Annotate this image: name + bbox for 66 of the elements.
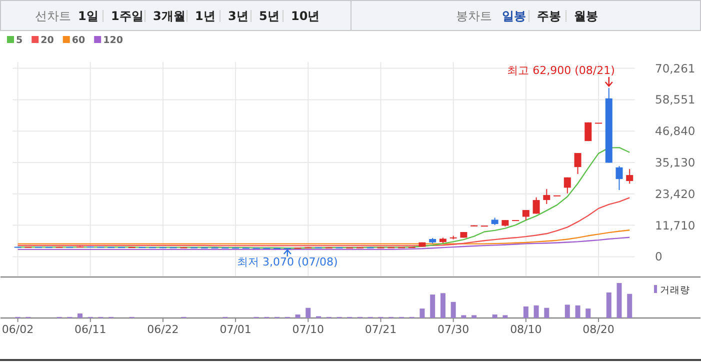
candlestick	[532, 196, 540, 214]
bar	[306, 308, 311, 318]
x-tick-label: 07/21	[364, 323, 397, 336]
annotation: 최저 3,070 (07/08)	[237, 255, 338, 268]
x-tick-label: 07/30	[437, 323, 470, 336]
candlestick	[574, 152, 582, 175]
bar	[440, 293, 446, 318]
bar	[295, 314, 300, 318]
text: 3년	[228, 9, 248, 23]
x-tick-label: 07/10	[292, 323, 324, 336]
x-tick-label: 06/02	[2, 323, 34, 336]
text: 3개월	[153, 9, 186, 23]
legend-label: 거래량	[660, 285, 690, 296]
bar	[523, 306, 528, 318]
candlestick	[564, 176, 571, 194]
text: 10년	[291, 9, 320, 23]
candlestick	[543, 188, 550, 205]
candlestick	[522, 210, 530, 221]
x-tick-label: 06/22	[147, 323, 179, 336]
x-tick-label: 08/20	[582, 323, 614, 336]
text: 월봉	[574, 9, 598, 23]
line-series	[17, 230, 630, 244]
legend-label: 60	[72, 35, 86, 46]
bar	[564, 304, 570, 318]
x-tick-label: 08/10	[510, 323, 542, 336]
bar	[461, 315, 466, 318]
bar	[502, 315, 508, 318]
line-series	[17, 146, 630, 249]
y-tick-label: 0	[655, 250, 662, 264]
line-series	[17, 197, 630, 246]
x-tick-label: 06/11	[74, 323, 106, 336]
y-tick-label: 58,551	[655, 92, 696, 107]
candlestick	[626, 168, 634, 184]
x-tick-label: 07/01	[220, 323, 252, 336]
bar	[78, 313, 83, 318]
bar	[430, 294, 436, 318]
text: 1일	[78, 9, 98, 23]
text: 주봉	[537, 9, 561, 23]
text: 1년	[195, 9, 216, 23]
bar	[606, 292, 612, 318]
legend-label: 5	[16, 35, 23, 46]
line-series	[17, 236, 630, 250]
text: 일봉	[502, 9, 526, 23]
y-tick-label: 70,261	[655, 61, 696, 76]
legend-label: 120	[103, 35, 124, 46]
bar	[492, 314, 498, 318]
legend-label: 20	[40, 35, 54, 46]
y-tick-label: 11,710	[655, 218, 696, 232]
text: 1주일	[111, 9, 144, 23]
bar	[575, 305, 580, 318]
bar	[450, 302, 456, 318]
y-tick-label: 35,130	[655, 156, 696, 170]
bar	[472, 315, 477, 318]
candlestick	[616, 166, 623, 191]
y-tick-label: 23,420	[655, 186, 696, 201]
bar	[586, 308, 591, 318]
text: 5년	[259, 9, 280, 23]
bar	[420, 308, 425, 318]
text: 봉차트	[456, 9, 492, 23]
text: 선차트	[35, 9, 71, 23]
annotation: 최고 62,900 (08/21)	[507, 64, 615, 78]
y-tick-label: 46,840	[655, 124, 696, 138]
bar	[616, 283, 622, 318]
bar	[544, 308, 550, 318]
bar	[627, 294, 632, 318]
bar	[534, 305, 539, 318]
